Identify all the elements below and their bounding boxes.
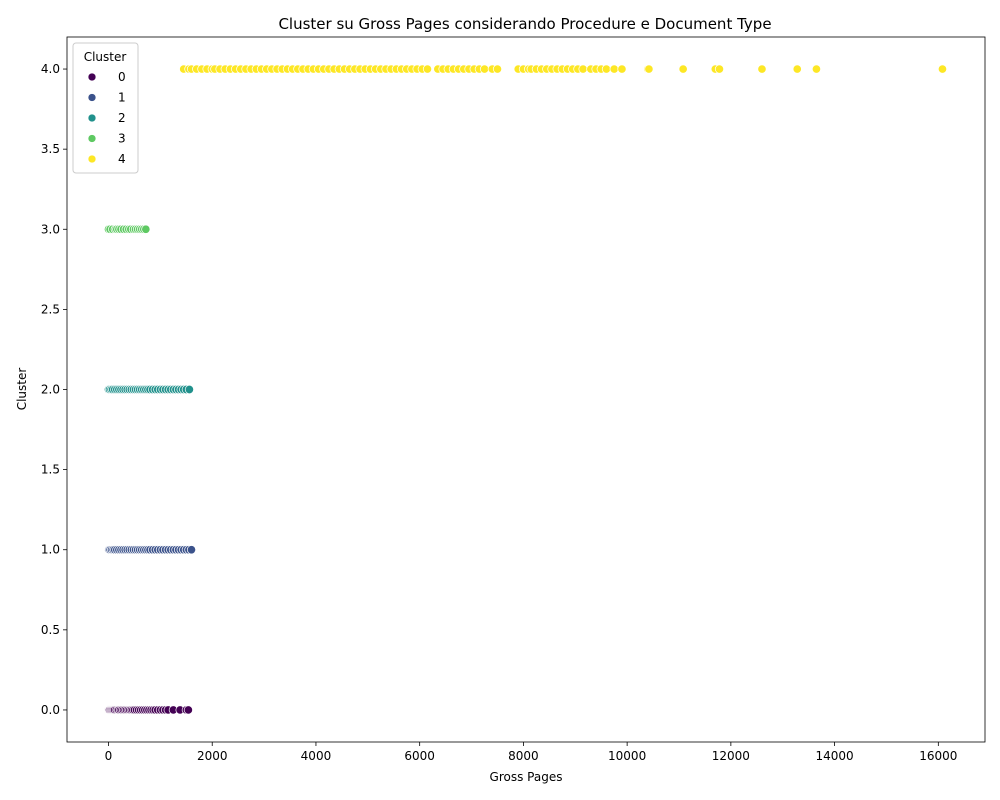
data-point: [937, 64, 948, 74]
x-tick-label: 4000: [301, 749, 332, 763]
data-point: [644, 64, 654, 74]
legend-marker: [87, 134, 97, 143]
data-point: [678, 64, 688, 74]
data-point: [141, 224, 151, 234]
data-point: [792, 64, 802, 74]
legend-entries: 0 1 2 3 4: [87, 70, 126, 166]
legend-label: 0: [118, 70, 126, 84]
legend-label: 4: [118, 152, 126, 166]
x-tick-label: 8000: [508, 749, 539, 763]
y-axis: 0.0 0.5 1.0 1.5 2.0 2.5 3.0 3.5 4.0: [41, 62, 67, 717]
y-tick-label: 0.5: [41, 623, 60, 637]
data-point: [811, 64, 821, 74]
legend-label: 2: [118, 111, 126, 125]
y-tick-label: 0.0: [41, 703, 60, 717]
legend-marker: [87, 72, 97, 82]
y-tick-label: 1.0: [41, 543, 60, 557]
legend-label: 3: [118, 132, 126, 146]
legend-title: Cluster: [84, 50, 127, 64]
series-cluster-0: [103, 705, 193, 715]
data-point: [609, 64, 619, 74]
y-tick-label: 2.5: [41, 302, 60, 316]
data-point: [186, 545, 197, 555]
data-point: [479, 64, 490, 74]
data-point: [184, 384, 194, 395]
y-tick-label: 2.0: [41, 383, 60, 397]
legend: Cluster 0 1 2 3 4: [72, 42, 139, 174]
data-point: [757, 64, 767, 74]
x-tick-label: 14000: [815, 749, 853, 763]
plot-area: [103, 64, 948, 715]
x-axis: 0 2000 4000 6000 8000 10000 12000 14000 16000: [105, 742, 957, 763]
x-tick-label: 16000: [919, 749, 957, 763]
y-tick-label: 3.0: [41, 222, 60, 236]
data-point: [617, 64, 627, 74]
data-point: [492, 64, 503, 74]
series-cluster-3: [103, 224, 151, 234]
legend-label: 1: [118, 91, 126, 105]
y-axis-title: Cluster: [15, 368, 29, 411]
x-tick-label: 12000: [712, 749, 750, 763]
data-point: [183, 705, 193, 715]
x-tick-label: 2000: [197, 749, 228, 763]
y-tick-label: 4.0: [41, 62, 60, 76]
x-tick-label: 10000: [608, 749, 646, 763]
legend-marker: [87, 93, 97, 102]
legend-marker: [87, 154, 97, 164]
x-axis-title: Gross Pages: [490, 770, 563, 784]
x-tick-label: 0: [105, 749, 113, 763]
data-point: [714, 64, 724, 74]
series-cluster-2: [103, 384, 194, 395]
data-point: [422, 64, 433, 74]
series-cluster-1: [103, 545, 197, 555]
series-cluster-4: [179, 64, 948, 74]
y-tick-label: 3.5: [41, 142, 60, 156]
chart-title: Cluster su Gross Pages considerando Proc…: [278, 15, 771, 33]
legend-marker: [87, 113, 97, 123]
data-point: [601, 64, 611, 74]
y-tick-label: 1.5: [41, 463, 60, 477]
data-point: [578, 64, 588, 74]
x-tick-label: 6000: [404, 749, 435, 763]
